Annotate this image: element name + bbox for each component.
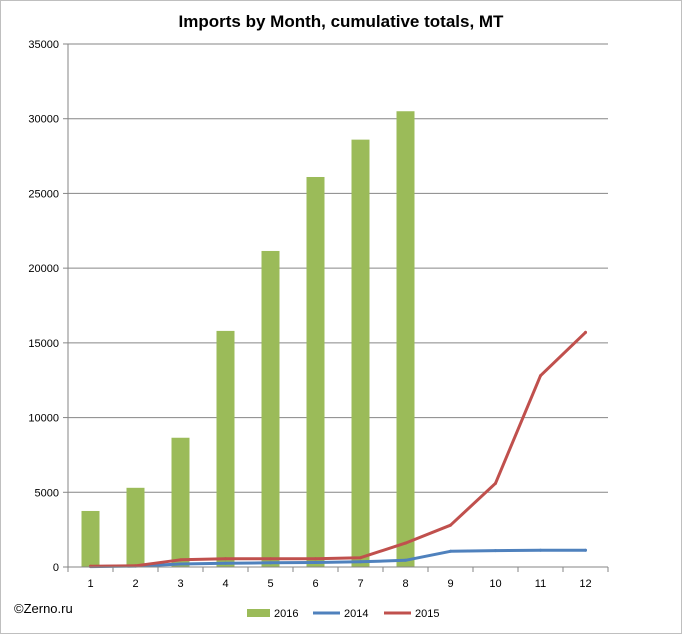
y-axis-ticks: 0 5000 10000 15000 20000 25000 30000 35000: [28, 39, 68, 574]
y-tick-label-20000: 20000: [28, 263, 59, 275]
bar-2016-2: [126, 487, 145, 567]
legend: 2016 2014 2015: [247, 608, 439, 620]
x-tick-label-12: 12: [579, 578, 591, 590]
legend-swatch-2016: [247, 609, 270, 617]
axes: [67, 44, 608, 568]
bar-2016-1: [81, 510, 100, 567]
line-2015: [89, 330, 587, 568]
x-tick-label-10: 10: [489, 578, 501, 590]
point-2014-11: [539, 548, 542, 552]
y-tick-label-30000: 30000: [28, 114, 59, 126]
legend-label-2015: 2015: [415, 608, 439, 620]
x-tick-label-11: 11: [535, 578, 546, 590]
x-tick-label-2: 2: [132, 578, 138, 590]
point-2014-5: [269, 561, 272, 565]
x-tick-label-8: 8: [402, 578, 408, 590]
line-series: [89, 330, 587, 569]
point-2015-4: [224, 557, 227, 561]
bar-2016-4: [216, 330, 235, 567]
copyright-text: ©Zerno.ru: [14, 601, 73, 616]
point-2014-7: [359, 560, 362, 564]
x-tick-label-1: 1: [87, 578, 93, 590]
point-2015-11: [539, 374, 542, 378]
point-2014-10: [494, 549, 497, 553]
point-2015-12: [584, 330, 587, 334]
x-axis-ticks: 1 2 3 4 5 6 7 8 9 10 11 12: [67, 567, 609, 590]
x-tick-label-9: 9: [447, 578, 453, 590]
chart-title: Imports by Month, cumulative totals, MT: [178, 12, 504, 31]
x-tick-label-7: 7: [357, 578, 363, 590]
point-2015-7: [359, 556, 362, 560]
point-2014-3: [179, 562, 182, 566]
bar-2016-6: [306, 176, 325, 567]
point-2014-6: [314, 561, 317, 565]
point-2015-3: [179, 558, 182, 562]
point-2015-6: [314, 557, 317, 561]
point-2014-8: [404, 558, 407, 562]
y-tick-label-15000: 15000: [28, 338, 59, 350]
point-2014-12: [584, 548, 587, 552]
gridlines: [68, 43, 608, 493]
point-2015-5: [269, 557, 272, 561]
bar-2016-8: [396, 111, 415, 567]
y-tick-label-5000: 5000: [35, 487, 59, 499]
bar-2016-5: [261, 250, 280, 568]
y-tick-label-35000: 35000: [28, 39, 59, 51]
legend-label-2016: 2016: [274, 608, 298, 620]
point-2015-10: [494, 481, 497, 485]
point-2014-4: [224, 561, 227, 565]
x-tick-label-6: 6: [312, 578, 318, 590]
point-2014-9: [449, 549, 452, 553]
x-tick-label-4: 4: [222, 578, 228, 590]
legend-label-2014: 2014: [344, 608, 368, 620]
x-tick-label-5: 5: [267, 578, 273, 590]
bar-2016-7: [351, 139, 370, 568]
point-2015-8: [404, 541, 407, 545]
line-2014: [89, 548, 587, 569]
y-tick-label-25000: 25000: [28, 188, 59, 200]
point-2015-9: [449, 523, 452, 527]
bar-series-2016: [81, 111, 415, 568]
bar-2016-3: [171, 437, 190, 567]
y-tick-label-10000: 10000: [28, 413, 59, 425]
y-tick-label-0: 0: [53, 562, 59, 574]
x-tick-label-3: 3: [177, 578, 183, 590]
